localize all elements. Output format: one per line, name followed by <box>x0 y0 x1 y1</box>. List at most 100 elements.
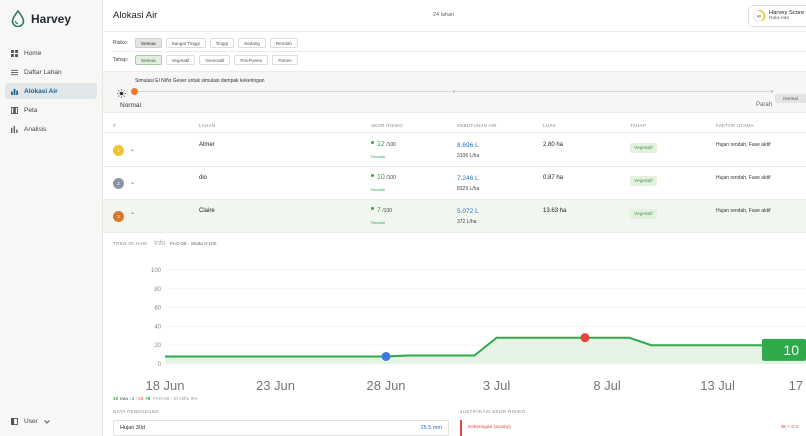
risk-chip-sedang[interactable]: Sedang <box>238 38 266 48</box>
stage-chip-semua[interactable]: Semua <box>135 55 162 65</box>
sidebar: Harvey Home Daftar Lahan Alokasi Air Pet… <box>0 0 103 436</box>
risk-chip-rendah[interactable]: Rendah <box>269 38 298 48</box>
table-row[interactable]: 1 ⌄ Almer 12 /100 Rendah 8.696 L 3106 L/ha 2.80… <box>103 134 806 167</box>
score-ring-icon: 40 <box>752 9 766 23</box>
chevron-down-icon <box>43 419 50 424</box>
support-data-key: Hujan 30d <box>120 425 146 431</box>
slider-max-label: Parah <box>756 102 773 108</box>
risk-score-value: 10 <box>377 174 385 181</box>
justification-title: JUSTIFIKASI SKOR RISIKO <box>460 409 526 414</box>
score-title: Harvey Score <box>769 10 805 16</box>
risk-score: 12 /100 <box>371 141 396 148</box>
main-content: Alokasi Air 24 lahan 40 Harvey Score Rat… <box>103 0 806 436</box>
col-rank: # <box>113 123 116 128</box>
risk-score-value: 12 <box>377 141 385 148</box>
stage-chip-vegetatif[interactable]: Vegetatif <box>165 55 196 65</box>
risk-chip-semua[interactable]: Semua <box>135 38 162 48</box>
table-row[interactable]: 3 ⌃ Claire 7 /100 Rendah 5.072 L 372 L/ha 13.63… <box>103 200 806 233</box>
x-tick-label: 17 Jul <box>789 378 806 393</box>
bar-chart-icon <box>11 88 18 95</box>
user-menu[interactable]: User <box>11 418 50 425</box>
grid-icon <box>11 49 18 57</box>
field-count: 24 lahan <box>433 12 455 18</box>
sidebar-item-peta[interactable]: Peta <box>5 102 97 118</box>
chevron-up-icon[interactable]: ⌃ <box>130 213 136 219</box>
app-logo[interactable]: Harvey <box>11 10 71 27</box>
y-tick-label: 20 <box>154 343 161 349</box>
current-value-tag <box>762 338 806 361</box>
risk-score-max: /100 <box>382 208 393 214</box>
water-need-per-ha: 8329 L/ha <box>457 186 480 192</box>
risk-chip-sangat-tinggi[interactable]: Sangat Tinggi <box>165 38 206 48</box>
sidebar-item-analisis[interactable]: Analisis <box>5 121 97 137</box>
map-icon <box>11 106 18 114</box>
y-tick-label: 80 <box>154 287 161 293</box>
main-factor: Hujan rendah, Fase aktif <box>716 208 771 214</box>
chevron-down-icon[interactable]: ⌄ <box>130 180 136 186</box>
field-area: 13.63 ha <box>543 208 567 214</box>
page-title: Alokasi Air <box>113 10 158 21</box>
risk-score-max: /100 <box>386 175 396 181</box>
water-need-per-ha: 372 L/ha <box>457 219 477 225</box>
series-line <box>165 336 806 358</box>
col-risk-score[interactable]: SKOR RISIKO <box>371 123 404 128</box>
risk-score-value: 7 <box>377 207 381 214</box>
stage-filter-label: Tahap: <box>113 57 129 63</box>
trend-chart: 0 20 40 60 80 100 10 18 Jun 23 Jun 28 Jun 3 Jul 8 J… <box>145 268 806 393</box>
app-name: Harvey <box>31 11 72 26</box>
sidebar-item-daftar-lahan[interactable]: Daftar Lahan <box>5 64 97 80</box>
risk-filter-label: Risiko: <box>113 40 129 46</box>
stage-chip-pra-panen[interactable]: Pra-Panen <box>234 55 269 65</box>
rank-badge: 1 <box>113 145 124 156</box>
risk-score: 7 /100 <box>371 207 392 214</box>
support-data-value: 25.5 mm <box>420 425 442 431</box>
field-name: Almer <box>199 142 215 148</box>
risk-dot-icon <box>371 141 374 144</box>
sidebar-item-label: Alokasi Air <box>24 87 58 95</box>
risk-level: Rendah <box>371 154 386 159</box>
water-drop-icon <box>11 10 25 27</box>
risk-level: Rendah <box>371 220 386 225</box>
y-tick-label: 40 <box>154 324 161 330</box>
table-row[interactable]: 2 ⌄ dio 10 /100 Rendah 7.246 L 8329 L/ha 0.87 h… <box>103 167 806 200</box>
harvey-score-card[interactable]: 40 Harvey Score Rata-rata <box>748 5 806 27</box>
stage-chip-panen[interactable]: Panen <box>272 55 298 65</box>
filter-divider <box>113 51 806 52</box>
risk-filter: Risiko: Semua Sangat Tinggi Tinggi Sedan… <box>113 38 302 48</box>
x-tick-label: 18 Jun <box>145 378 184 393</box>
page-header: Alokasi Air 24 lahan 40 Harvey Score Rat… <box>103 0 806 32</box>
col-main-factor[interactable]: FAKTOR UTAMA <box>716 123 754 128</box>
reset-normal-button[interactable]: Normal <box>775 94 806 103</box>
support-data-title: DATA PENDUKUNG <box>113 409 160 414</box>
justification-key: Kekeringan (scarity) <box>468 425 511 430</box>
slider-tick <box>771 90 773 93</box>
sidebar-item-alokasi-air[interactable]: Alokasi Air <box>5 83 97 99</box>
user-label: User <box>24 418 38 425</box>
col-stage[interactable]: TAHAP <box>630 123 646 128</box>
simulation-slider-handle[interactable] <box>131 88 138 95</box>
water-need: 8.696 L <box>457 142 479 149</box>
col-field[interactable]: LAHAN <box>199 123 216 128</box>
col-water-need[interactable]: KEBUTUHAN AIR <box>457 123 497 128</box>
stage-filter: Tahap: Semua Vegetatif Generatif Pra-Pan… <box>113 55 302 65</box>
low-point-marker <box>381 351 391 361</box>
risk-chip-tinggi[interactable]: Tinggi <box>209 38 235 48</box>
simulation-title: Simulasi El Niño Geser untuk simulasi da… <box>135 78 265 84</box>
trend-subtitle: FAO-56 · Skala 0-100 <box>170 242 217 247</box>
trend-legend: 10 rata ↓2 ↑24 +8 FAO-56 · El Niño 0% <box>113 397 198 402</box>
support-data-item: Hujan 30d 25.5 mm <box>113 420 449 436</box>
table-header: # LAHAN SKOR RISIKO KEBUTUHAN AIR LUAS T… <box>103 119 806 133</box>
field-name: dio <box>199 175 208 181</box>
water-need-per-ha: 3106 L/ha <box>457 153 480 159</box>
x-tick-label: 3 Jul <box>483 378 511 393</box>
x-tick-label: 23 Jun <box>256 378 295 393</box>
stage-chip-generatif[interactable]: Generatif <box>199 55 231 65</box>
col-area[interactable]: LUAS <box>543 123 556 128</box>
chevron-down-icon[interactable]: ⌄ <box>130 147 136 153</box>
sidebar-item-home[interactable]: Home <box>5 45 97 61</box>
high-point-marker <box>580 333 590 343</box>
justification-value: 48 × 0.4 <box>780 425 798 430</box>
trend-info-link[interactable]: Info <box>154 240 166 247</box>
sun-icon <box>117 89 126 98</box>
risk-dot-icon <box>371 207 374 210</box>
